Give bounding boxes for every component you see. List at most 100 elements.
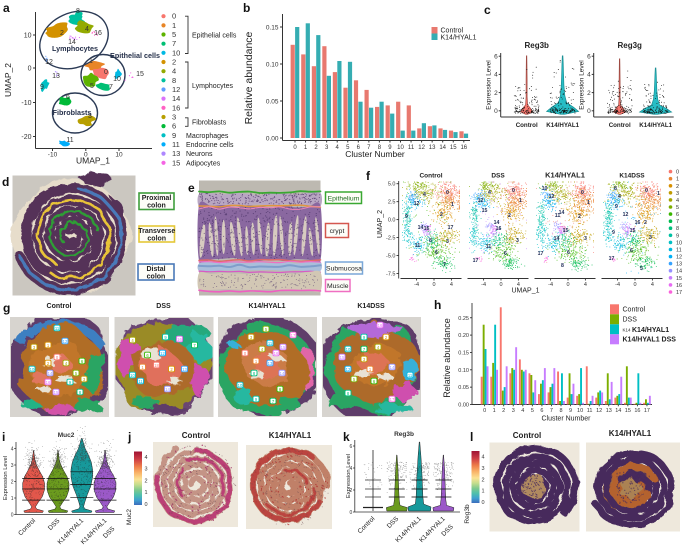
svg-text:UMAP_2: UMAP_2 <box>3 63 13 97</box>
svg-text:Expression Level: Expression Level <box>346 454 352 498</box>
svg-text:3: 3 <box>250 335 253 340</box>
svg-text:16: 16 <box>676 283 682 289</box>
svg-text:5.0: 5.0 <box>388 182 396 188</box>
svg-text:K14/HYAL1: K14/HYAL1 <box>545 171 585 180</box>
svg-text:10: 10 <box>542 186 548 192</box>
svg-text:0: 0 <box>566 282 569 288</box>
svg-text:Cluster Number: Cluster Number <box>541 416 591 423</box>
svg-text:14: 14 <box>676 269 682 275</box>
svg-text:10: 10 <box>24 33 32 40</box>
svg-text:-2.5: -2.5 <box>386 236 395 242</box>
svg-text:15: 15 <box>676 276 682 282</box>
svg-text:15: 15 <box>563 228 569 234</box>
svg-text:18: 18 <box>154 363 159 368</box>
svg-text:g: g <box>3 301 10 315</box>
svg-text:0.20: 0.20 <box>458 333 469 339</box>
svg-text:1: 1 <box>657 191 660 197</box>
svg-text:16: 16 <box>378 323 383 328</box>
svg-text:1: 1 <box>145 490 148 496</box>
svg-text:1: 1 <box>255 359 258 364</box>
svg-text:17: 17 <box>473 258 479 264</box>
svg-text:15: 15 <box>281 345 286 350</box>
svg-text:4: 4 <box>131 338 134 343</box>
svg-text:8: 8 <box>561 263 564 269</box>
svg-text:0: 0 <box>84 152 88 159</box>
svg-text:12: 12 <box>346 367 351 372</box>
svg-text:2: 2 <box>508 213 511 219</box>
svg-text:-4: -4 <box>548 282 553 288</box>
svg-text:Expression Level: Expression Level <box>486 60 493 110</box>
svg-text:13: 13 <box>606 408 612 414</box>
svg-text:14: 14 <box>554 236 560 242</box>
svg-text:Muscle: Muscle <box>327 283 349 290</box>
svg-text:12: 12 <box>596 408 602 414</box>
svg-text:4: 4 <box>261 347 264 352</box>
svg-text:10: 10 <box>238 383 243 388</box>
svg-text:0.10: 0.10 <box>458 368 469 374</box>
svg-text:Lymphocytes: Lymphocytes <box>52 44 98 53</box>
svg-text:3: 3 <box>584 236 587 242</box>
svg-text:colon: colon <box>147 274 166 281</box>
svg-text:0: 0 <box>104 69 108 76</box>
svg-text:0: 0 <box>145 502 148 508</box>
svg-text:17: 17 <box>390 397 395 402</box>
svg-text:11: 11 <box>408 373 413 378</box>
svg-text:4: 4 <box>336 145 340 151</box>
svg-text:13: 13 <box>268 361 273 366</box>
svg-text:7: 7 <box>172 39 176 48</box>
svg-text:K14/HYAL1: K14/HYAL1 <box>441 35 477 42</box>
svg-text:10: 10 <box>346 347 351 352</box>
svg-text:7: 7 <box>109 84 113 91</box>
svg-text:10: 10 <box>676 240 682 246</box>
svg-text:14: 14 <box>165 387 170 392</box>
svg-text:0.05: 0.05 <box>458 385 469 391</box>
svg-text:2: 2 <box>587 90 591 97</box>
svg-text:K14/HYAL1: K14/HYAL1 <box>609 429 652 438</box>
svg-text:l: l <box>470 430 473 444</box>
svg-text:8: 8 <box>347 391 350 396</box>
svg-text:8: 8 <box>559 408 562 414</box>
svg-text:DSS: DSS <box>491 173 505 180</box>
svg-text:17: 17 <box>644 408 650 414</box>
svg-text:e: e <box>188 181 195 195</box>
svg-text:0: 0 <box>56 355 59 360</box>
svg-text:2: 2 <box>676 184 679 190</box>
svg-text:10: 10 <box>172 48 180 57</box>
svg-text:Fibroblasts: Fibroblasts <box>53 108 92 117</box>
svg-text:12: 12 <box>676 255 682 261</box>
svg-text:0: 0 <box>494 108 498 115</box>
svg-text:3: 3 <box>325 145 329 151</box>
svg-text:11: 11 <box>408 145 415 151</box>
svg-text:Cluster Number: Cluster Number <box>345 149 405 159</box>
svg-text:14: 14 <box>439 145 446 151</box>
svg-text:9: 9 <box>615 204 618 210</box>
svg-text:9: 9 <box>363 335 366 340</box>
svg-text:14: 14 <box>559 210 565 216</box>
svg-text:4: 4 <box>494 72 498 79</box>
svg-text:6: 6 <box>676 212 679 218</box>
svg-text:Endocrine cells: Endocrine cells <box>186 142 234 149</box>
svg-text:Reg3b: Reg3b <box>524 41 549 50</box>
svg-text:-7.5: -7.5 <box>386 271 395 277</box>
svg-text:4: 4 <box>172 67 176 76</box>
svg-text:K14/HYAL1: K14/HYAL1 <box>269 431 312 440</box>
svg-text:7: 7 <box>272 399 275 404</box>
svg-text:9: 9 <box>569 408 572 414</box>
svg-text:Control: Control <box>516 122 538 129</box>
svg-text:7: 7 <box>367 145 371 151</box>
svg-text:7: 7 <box>363 347 366 352</box>
svg-text:0: 0 <box>482 500 485 506</box>
svg-text:1: 1 <box>369 367 372 372</box>
svg-text:6: 6 <box>494 53 498 60</box>
svg-text:0: 0 <box>499 282 502 288</box>
svg-text:Control: Control <box>513 431 541 440</box>
svg-text:10: 10 <box>115 152 123 159</box>
svg-text:Control: Control <box>441 28 464 35</box>
svg-text:0: 0 <box>512 188 515 194</box>
svg-text:0: 0 <box>446 190 449 196</box>
svg-text:16: 16 <box>424 226 430 232</box>
svg-text:9: 9 <box>612 230 615 236</box>
svg-text:10: 10 <box>130 373 135 378</box>
svg-text:15: 15 <box>172 158 180 167</box>
svg-text:11: 11 <box>486 244 492 250</box>
